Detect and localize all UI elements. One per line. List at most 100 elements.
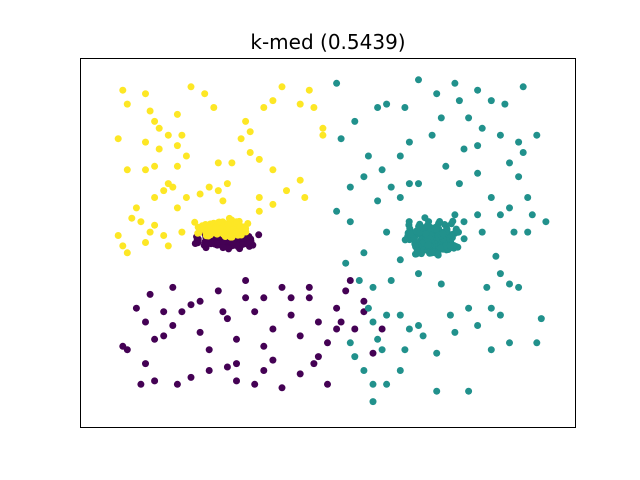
cluster-1-point (415, 322, 422, 329)
cluster-1-point (455, 97, 463, 105)
cluster-0-point (219, 308, 227, 316)
cluster-2-point (151, 194, 159, 201)
cluster-1-point (396, 367, 404, 374)
cluster-0-point (233, 335, 240, 343)
cluster-0-point (287, 294, 295, 302)
cluster-1-point (496, 211, 504, 219)
cluster-2-point (178, 228, 186, 236)
cluster-2-point (242, 225, 250, 233)
cluster-0-point (296, 370, 304, 378)
cluster-1-core-point (424, 241, 432, 249)
cluster-0-point (214, 287, 222, 295)
cluster-0-point (305, 294, 313, 302)
cluster-0-point (169, 283, 177, 291)
cluster-2-point (160, 187, 168, 195)
cluster-2-point (151, 117, 159, 125)
cluster-0-point (260, 294, 268, 302)
cluster-2-point (142, 166, 149, 174)
cluster-0-point (260, 342, 268, 350)
cluster-2-core-point (195, 229, 203, 237)
cluster-0-core-point (225, 245, 233, 253)
cluster-1-point (383, 100, 391, 108)
cluster-2-point (201, 90, 209, 98)
cluster-1-point (433, 90, 441, 98)
cluster-1-point (506, 159, 513, 167)
cluster-0-point (173, 380, 181, 388)
cluster-0-point (269, 356, 277, 364)
cluster-1-point (465, 304, 473, 312)
cluster-0-point (242, 294, 250, 302)
cluster-2-point (142, 138, 149, 146)
cluster-0-point (314, 318, 322, 326)
cluster-2-point (260, 104, 268, 111)
cluster-0-point (233, 377, 240, 385)
cluster-1-point (455, 180, 463, 188)
cluster-1-point (415, 76, 422, 84)
cluster-2-point (164, 131, 172, 139)
cluster-2-point (269, 97, 277, 105)
cluster-1-point (515, 283, 523, 291)
cluster-1-point (360, 249, 368, 257)
cluster-1-point (387, 277, 395, 284)
cluster-1-point (506, 339, 513, 347)
cluster-0-point (333, 325, 341, 333)
cluster-0-point (233, 360, 240, 368)
cluster-1-point (333, 79, 341, 87)
cluster-1-point (351, 117, 359, 125)
cluster-2-point (123, 100, 131, 108)
cluster-1-point (451, 79, 459, 87)
cluster-1-point (428, 131, 436, 139)
cluster-1-point (506, 280, 513, 288)
cluster-0-point (360, 297, 368, 305)
cluster-1-point (333, 207, 341, 215)
cluster-1-core-point (401, 236, 409, 244)
cluster-1-point (474, 322, 482, 329)
cluster-2-point (182, 194, 190, 201)
cluster-2-point (164, 242, 172, 250)
cluster-2-core-point (227, 233, 235, 241)
cluster-2-core-point (224, 221, 232, 229)
cluster-1-point (537, 315, 545, 323)
cluster-1-point (515, 138, 523, 146)
cluster-2-core-point (202, 232, 210, 240)
cluster-1-core-point (432, 225, 440, 233)
cluster-1-point (433, 349, 441, 357)
cluster-1-point (433, 387, 441, 395)
cluster-1-point (401, 346, 409, 354)
cluster-0-point (151, 377, 159, 385)
cluster-1-point (342, 259, 350, 267)
cluster-0-point (196, 297, 204, 305)
cluster-0-point (346, 277, 354, 284)
cluster-1-point (533, 131, 541, 139)
cluster-0-point (205, 367, 213, 374)
cluster-1-core-point (405, 218, 413, 226)
cluster-2-core-point (212, 223, 219, 231)
cluster-2-point (223, 180, 231, 188)
data-points (114, 76, 550, 406)
cluster-1-point (374, 335, 382, 343)
cluster-0-point (287, 311, 295, 319)
cluster-1-point (496, 131, 504, 139)
cluster-2-point (310, 104, 318, 111)
cluster-0-point (310, 360, 318, 368)
cluster-0-point (160, 308, 168, 316)
cluster-2-point (137, 218, 145, 226)
cluster-1-point (383, 228, 391, 236)
cluster-2-point (132, 204, 140, 212)
cluster-1-point (496, 270, 504, 278)
cluster-1-point (387, 183, 395, 191)
cluster-2-point (187, 83, 195, 91)
cluster-0-point (169, 322, 177, 329)
cluster-2-point (296, 100, 304, 108)
cluster-1-core-point (413, 247, 421, 255)
cluster-0-core-point (204, 240, 212, 248)
cluster-1-point (492, 252, 500, 260)
cluster-2-point (214, 159, 222, 167)
cluster-2-point (301, 194, 309, 201)
cluster-1-core-point (407, 230, 415, 238)
cluster-1-point (442, 162, 450, 170)
cluster-1-point (528, 211, 536, 219)
cluster-2-point (283, 187, 290, 195)
cluster-2-point (214, 187, 222, 195)
cluster-1-point (519, 149, 527, 156)
